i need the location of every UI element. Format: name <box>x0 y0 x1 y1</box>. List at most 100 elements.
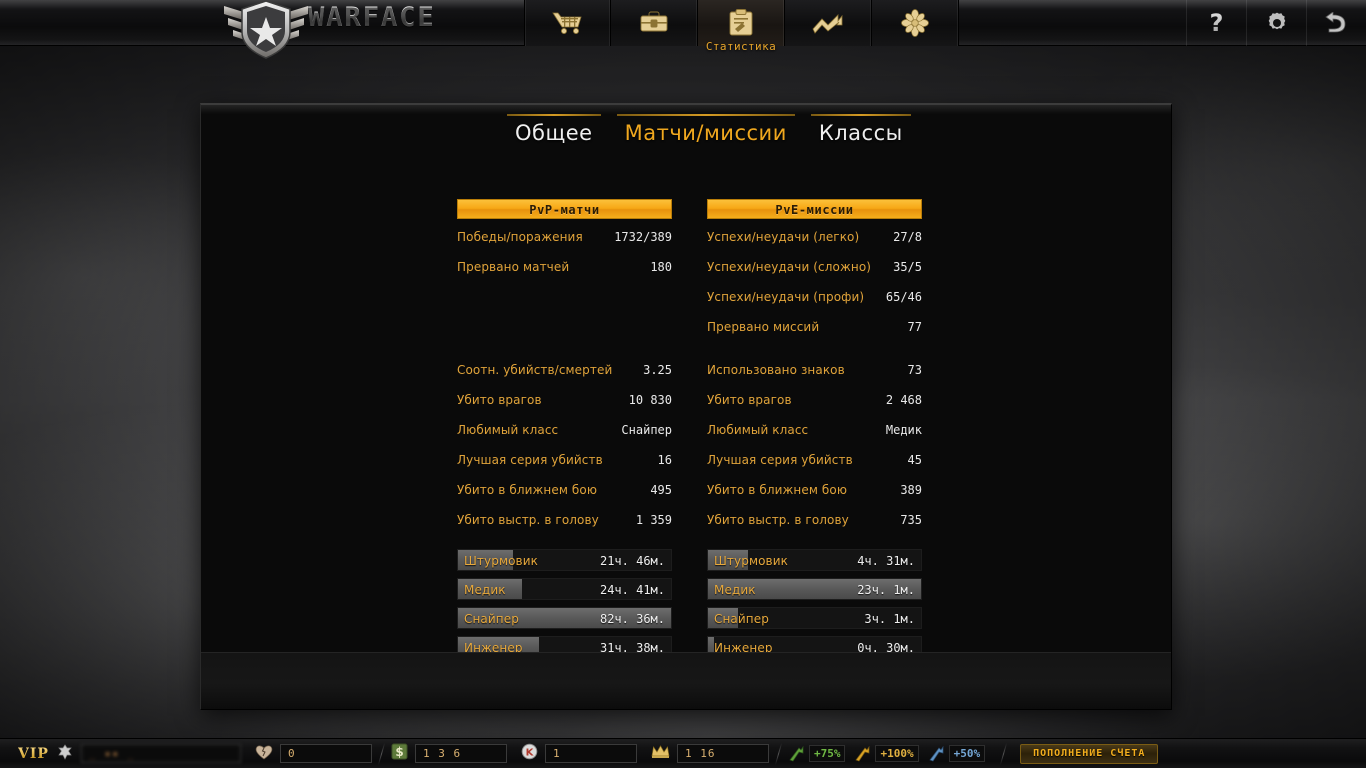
stat-value: 3.25 <box>643 363 672 377</box>
stat-value: 180 <box>650 260 672 274</box>
booster-value: +75% <box>808 745 846 762</box>
tab-underline <box>616 114 795 116</box>
stat-value: 16 <box>657 453 672 467</box>
help-button[interactable]: ? <box>1186 0 1246 46</box>
stat-row: Прервано матчей 180 <box>457 260 672 290</box>
stat-row: Убито выстр. в голову 735 <box>707 513 922 543</box>
stat-key: Лучшая серия убийств <box>707 453 853 467</box>
pvp-top-rows: Победы/поражения 1732/389 Прервано матче… <box>457 230 672 290</box>
pvp-class-bars: Штурмовик 21ч. 46м. Медик 24ч. 41м. Снай… <box>457 549 672 658</box>
shopping-cart-icon <box>551 12 582 34</box>
nickname-field[interactable]: _ ▪▪ _ <box>80 744 241 763</box>
tab-underline <box>507 114 601 116</box>
stat-row: Победы/поражения 1732/389 <box>457 230 672 260</box>
stat-row: Любимый класс Медик <box>707 423 922 453</box>
top-navigation-bar: WARFACE <box>0 0 1366 59</box>
hearts-segment: 0 <box>255 739 372 768</box>
class-time: 4ч. 31м. <box>857 554 915 568</box>
broken-heart-icon <box>255 744 273 764</box>
stat-value: 77 <box>907 320 922 334</box>
brand-wordmark: WARFACE <box>308 2 436 33</box>
vip-badge-icon <box>57 743 73 764</box>
hearts-value: 0 <box>279 744 372 763</box>
gear-settings-icon <box>1268 12 1285 30</box>
booster-gold[interactable]: +100% <box>854 745 919 762</box>
back-button[interactable] <box>1306 0 1366 46</box>
stat-row: Убито в ближнем бою 389 <box>707 483 922 513</box>
stat-key: Любимый класс <box>457 423 559 437</box>
divider <box>377 742 386 765</box>
stat-row: Лучшая серия убийств 16 <box>457 453 672 483</box>
pve-column-header: PvE-миссии <box>707 199 922 219</box>
gold-arrow-booster-icon <box>855 745 870 761</box>
tab-klassy[interactable]: Классы <box>803 111 919 151</box>
topup-account-button[interactable]: ПОПОЛНЕНИЕ СЧЕТА <box>1020 743 1159 764</box>
stat-row: Успехи/неудачи (сложно) 35/5 <box>707 260 922 290</box>
kredit-currency-icon: K <box>521 743 538 764</box>
stat-key: Победы/поражения <box>457 230 583 244</box>
class-time: 21ч. 46м. <box>599 554 665 568</box>
nav-statistics-label: Статистика <box>705 40 777 53</box>
stat-value: 2 468 <box>885 393 922 407</box>
stat-value: 45 <box>907 453 922 467</box>
statistics-panel: Общее Матчи/миссии Классы PvP-матчи Побе… <box>200 103 1172 710</box>
flower-clan-icon <box>901 9 929 37</box>
tab-label: Классы <box>818 121 903 145</box>
nav-progress-button[interactable] <box>785 0 872 46</box>
stat-value: 35/5 <box>893 260 922 274</box>
briefcase-inventory-icon <box>640 11 668 32</box>
stat-key: Убито выстр. в голову <box>457 513 599 527</box>
blue-arrow-booster-icon <box>929 745 943 761</box>
class-name: Медик <box>714 583 756 597</box>
stat-key: Прервано матчей <box>457 260 570 274</box>
booster-value: +50% <box>948 745 986 762</box>
nav-statistics-button[interactable]: Статистика <box>698 0 785 53</box>
class-name: Снайпер <box>464 612 519 626</box>
stat-row: Лучшая серия убийств 45 <box>707 453 922 483</box>
bottom-status-bar: VIP _ ▪▪ _ 0 $ 1 3 6 <box>0 738 1366 768</box>
stat-row: Успехи/неудачи (профи) 65/46 <box>707 290 922 320</box>
stat-row: Использовано знаков 73 <box>707 363 922 393</box>
class-time-bar: Снайпер 82ч. 36м. <box>457 607 672 629</box>
crown-rank-icon <box>651 744 670 763</box>
divider <box>774 742 783 765</box>
brand-logo[interactable]: WARFACE <box>208 0 528 59</box>
nav-inventory-button[interactable] <box>611 0 698 46</box>
stat-key: Любимый класс <box>707 423 809 437</box>
chart-arrow-progress-icon <box>812 14 843 34</box>
stat-value: 389 <box>900 483 922 497</box>
clipboard-statistics-icon <box>729 9 753 36</box>
stat-row: Убито врагов 2 468 <box>707 393 922 423</box>
stat-key: Соотн. убийств/смертей <box>457 363 613 377</box>
pvp-spacer <box>457 290 672 352</box>
pve-top-rows: Успехи/неудачи (легко) 27/8 Успехи/неуда… <box>707 230 922 350</box>
booster-blue[interactable]: +50% <box>928 745 986 762</box>
vip-segment: VIP _ ▪▪ _ <box>0 739 241 768</box>
class-time-bar: Медик 24ч. 41м. <box>457 578 672 600</box>
pvp-column: PvP-матчи Победы/поражения 1732/389 Прер… <box>457 199 672 665</box>
stat-value: Снайпер <box>621 423 672 437</box>
stat-row: Убито выстр. в голову 1 359 <box>457 513 672 543</box>
stat-row: Прервано миссий 77 <box>707 320 922 350</box>
nav-shop-button[interactable] <box>524 0 611 46</box>
tab-matchi-missii[interactable]: Матчи/миссии <box>609 111 803 151</box>
stat-key: Успехи/неудачи (сложно) <box>707 260 872 274</box>
stat-key: Лучшая серия убийств <box>457 453 603 467</box>
secondary-nav-icons: ? <box>1186 0 1366 46</box>
svg-text:K: K <box>526 748 535 759</box>
stat-value: 735 <box>900 513 922 527</box>
nav-clan-button[interactable] <box>872 0 959 46</box>
pvp-main-rows: Соотн. убийств/смертей 3.25 Убито врагов… <box>457 363 672 543</box>
vip-label: VIP <box>18 745 49 762</box>
booster-green[interactable]: +75% <box>788 745 846 762</box>
class-name: Штурмовик <box>464 554 538 568</box>
pve-class-bars: Штурмовик 4ч. 31м. Медик 23ч. 1м. Снайпе… <box>707 549 922 658</box>
stat-value: 10 830 <box>628 393 672 407</box>
settings-button[interactable] <box>1246 0 1306 46</box>
stat-key: Успехи/неудачи (профи) <box>707 290 865 304</box>
stat-value: 1 359 <box>635 513 672 527</box>
stat-key: Успехи/неудачи (легко) <box>707 230 860 244</box>
tab-obshchee[interactable]: Общее <box>499 111 609 151</box>
class-time-bar: Медик 23ч. 1м. <box>707 578 922 600</box>
statistics-tabs: Общее Матчи/миссии Классы <box>499 111 919 151</box>
